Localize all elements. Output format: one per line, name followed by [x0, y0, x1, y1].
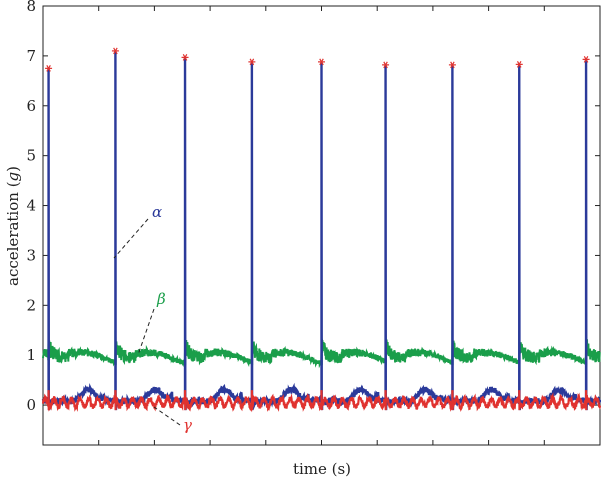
- peak-marker: [515, 61, 523, 68]
- y-tick-label: 6: [26, 97, 36, 115]
- y-tick-label: 3: [26, 246, 36, 264]
- peak-marker-stroke: [182, 54, 188, 61]
- y-tick-label: 0: [26, 396, 36, 414]
- peak-marker: [448, 61, 456, 69]
- peak-marker-stroke: [319, 58, 324, 66]
- peak-marker-stroke: [450, 61, 455, 69]
- peak-marker: [181, 54, 189, 61]
- y-tick-label: 7: [26, 47, 36, 65]
- annotations: α β γ: [113, 203, 192, 434]
- y-tick-label: 1: [26, 346, 36, 364]
- peak-marker-stroke: [113, 47, 118, 55]
- annotation-leader-alpha: [113, 218, 149, 259]
- peak-marker: [111, 47, 119, 55]
- peak-marker: [248, 58, 256, 66]
- peak-marker: [382, 61, 390, 69]
- peak-marker: [318, 58, 325, 66]
- peak-marker-stroke: [46, 65, 51, 72]
- y-tick-label: 5: [26, 147, 36, 165]
- peak-markers: [45, 47, 590, 72]
- axis-ticks: 0 1 2 3 4 5 6 7 8: [26, 0, 601, 445]
- y-tick-label: 2: [26, 296, 36, 314]
- y-axis-label: acceleration (g): [4, 166, 22, 286]
- series-line-gamma: [41, 390, 601, 413]
- annotation-alpha: α: [152, 203, 162, 221]
- peak-marker-stroke: [516, 61, 522, 68]
- peak-marker: [582, 56, 590, 63]
- annotation-beta: β: [156, 290, 166, 308]
- annotation-leader-gamma: [153, 406, 181, 426]
- peak-marker-stroke: [249, 58, 255, 66]
- y-tick-label: 4: [26, 197, 36, 215]
- peak-marker-stroke: [583, 56, 589, 63]
- y-tick-label: 8: [26, 0, 36, 15]
- x-axis-label: time (s): [293, 460, 351, 478]
- annotation-gamma: γ: [183, 416, 192, 434]
- peak-marker-stroke: [383, 61, 388, 69]
- peak-marker: [45, 65, 53, 72]
- series-layer: [41, 50, 601, 413]
- annotation-leader-beta: [137, 308, 155, 356]
